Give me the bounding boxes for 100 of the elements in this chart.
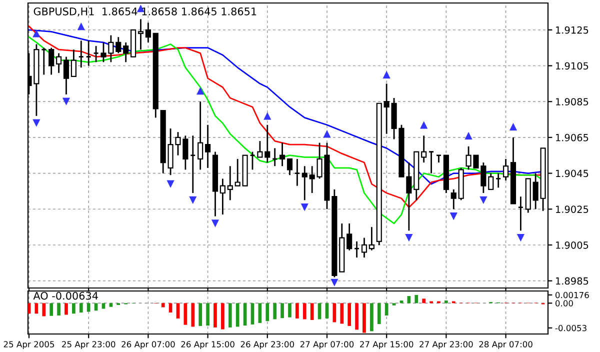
candlestick xyxy=(450,188,456,210)
candlestick xyxy=(428,151,434,174)
bar xyxy=(42,303,46,316)
candlestick xyxy=(286,158,293,176)
x-tick-label: 26 Apr 07:00 xyxy=(122,341,175,350)
bar xyxy=(198,303,202,326)
y-tick-label: 1.9005 xyxy=(556,241,588,249)
bar xyxy=(288,303,292,318)
point xyxy=(300,204,308,212)
y-tick-label: -0.0053 xyxy=(555,324,586,332)
candlestick xyxy=(361,237,368,258)
bar xyxy=(109,303,113,307)
bar xyxy=(161,303,165,308)
point xyxy=(32,30,40,38)
bar xyxy=(214,303,217,328)
bar xyxy=(79,303,83,312)
bar xyxy=(302,303,306,320)
point xyxy=(480,196,488,204)
bar xyxy=(266,303,270,322)
candlestick xyxy=(294,158,300,187)
candlestick xyxy=(368,226,374,252)
candlestick xyxy=(123,42,129,63)
bar xyxy=(28,303,31,314)
bar xyxy=(280,303,284,318)
candlestick xyxy=(264,124,270,164)
point xyxy=(516,234,524,242)
bar xyxy=(273,303,277,320)
candlestick xyxy=(302,165,308,201)
bar xyxy=(176,303,180,318)
candlestick xyxy=(56,52,62,74)
candlestick xyxy=(257,140,263,158)
bar xyxy=(250,303,254,324)
point xyxy=(323,130,331,138)
point xyxy=(464,132,472,140)
candlestick xyxy=(346,222,352,252)
point xyxy=(166,180,174,188)
bar xyxy=(444,300,448,304)
bar xyxy=(94,303,98,311)
y-tick-label: 1.9105 xyxy=(556,62,588,70)
candlestick xyxy=(421,134,427,164)
y-tick-label: 1.9045 xyxy=(556,170,588,178)
bar xyxy=(370,303,374,332)
candlestick xyxy=(250,151,256,170)
candlestick xyxy=(190,134,196,194)
candlestick xyxy=(116,36,122,54)
bar xyxy=(86,303,90,312)
bar xyxy=(34,303,38,314)
candlestick xyxy=(227,165,233,201)
candlestick xyxy=(436,154,442,164)
point xyxy=(196,87,204,95)
x-tick-label: 27 Apr 23:00 xyxy=(420,341,473,350)
bar xyxy=(355,303,358,330)
bar xyxy=(340,303,344,324)
point xyxy=(211,220,220,228)
candlestick xyxy=(63,56,70,96)
x-tick-label: 26 Apr 23:00 xyxy=(240,341,294,350)
x-tick-label: 27 Apr 07:00 xyxy=(300,341,354,350)
point xyxy=(32,119,40,127)
bar xyxy=(168,303,172,312)
candlestick xyxy=(145,22,151,44)
x-tick-label: 27 Apr 15:00 xyxy=(360,341,414,350)
bar xyxy=(57,303,60,316)
candlestick xyxy=(40,47,47,76)
bar xyxy=(362,303,366,333)
point xyxy=(77,22,85,30)
bar xyxy=(206,303,210,326)
candlestick xyxy=(198,100,204,170)
y-tick-label: 1.9065 xyxy=(556,134,588,142)
bar xyxy=(384,303,388,316)
point xyxy=(509,122,518,130)
y-tick-label: 1.9125 xyxy=(556,26,588,34)
candlestick xyxy=(272,147,278,167)
point xyxy=(330,278,338,286)
bar xyxy=(422,298,426,304)
candlestick xyxy=(488,172,494,190)
bar xyxy=(325,303,329,318)
candlestick xyxy=(518,196,524,232)
candlestick xyxy=(502,158,509,182)
point xyxy=(420,121,428,129)
bar xyxy=(243,303,247,326)
candlestick xyxy=(48,47,54,76)
bar xyxy=(258,303,262,323)
x-tick-label: 26 Apr 15:00 xyxy=(181,341,234,350)
y-tick-label: 0.00 xyxy=(555,300,573,306)
point xyxy=(382,70,390,78)
bar xyxy=(50,303,54,316)
bar xyxy=(64,303,68,315)
bar xyxy=(102,303,106,309)
candlestick xyxy=(220,178,226,216)
y-tick-label: 1.8985 xyxy=(556,277,588,285)
point xyxy=(189,196,197,204)
bar xyxy=(221,303,224,330)
bar xyxy=(191,303,195,327)
x-tick-label: 25 Apr 23:00 xyxy=(62,341,116,350)
bar xyxy=(72,303,76,314)
bar xyxy=(377,303,381,324)
y-tick-label: 1.9085 xyxy=(556,98,588,106)
candlestick xyxy=(93,45,99,63)
bar xyxy=(414,294,418,304)
point xyxy=(450,212,458,220)
